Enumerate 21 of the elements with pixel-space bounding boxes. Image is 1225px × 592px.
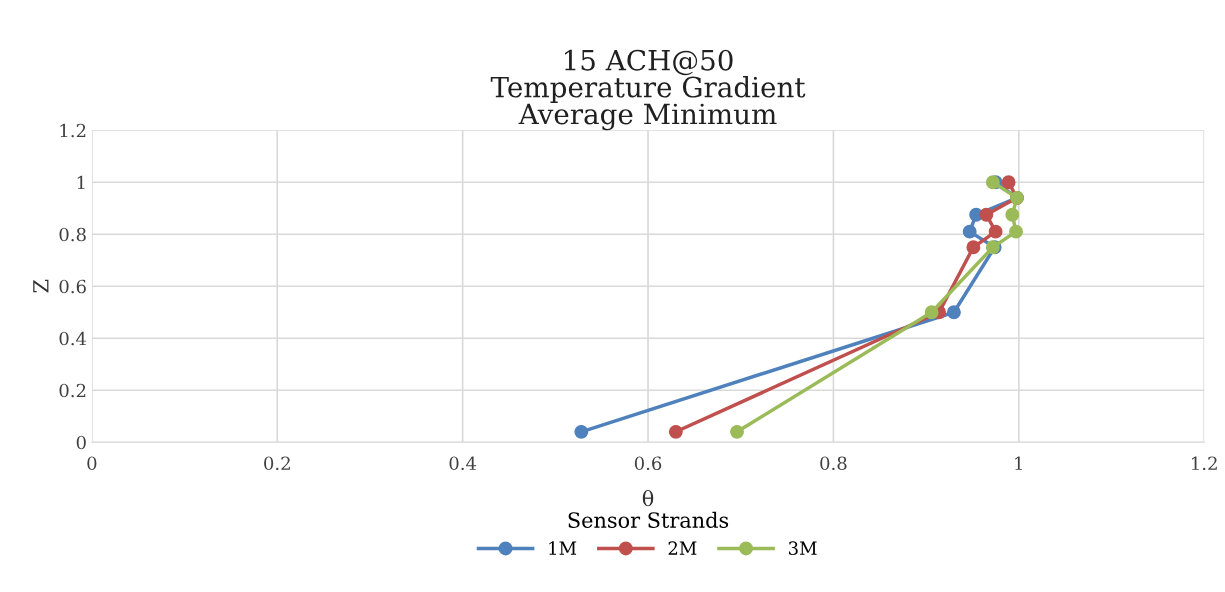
- x-tick-label: 0.6: [634, 456, 662, 471]
- legend-label: 3M: [788, 541, 817, 556]
- y-tick-label: 1.2: [60, 123, 86, 138]
- x-tick-label: 0.2: [264, 456, 290, 471]
- chart-title: 15 ACH@50 Temperature Gradient Average Minimum: [490, 49, 806, 131]
- x-tick-label: 0.4: [449, 456, 477, 471]
- x-tick-label: 1.2: [1192, 456, 1217, 471]
- y-tick-label: 0.8: [59, 227, 86, 242]
- y-tick-label: 0.2: [59, 383, 86, 398]
- y-tick-label: 1: [77, 175, 85, 190]
- legend-title: Sensor Strands: [568, 511, 729, 528]
- y-axis-title: Z: [33, 279, 49, 293]
- legend-label: 1M: [549, 541, 577, 555]
- x-tick-label: 0: [87, 456, 97, 471]
- x-axis-title: θ: [642, 490, 654, 507]
- y-tick-label: 0.6: [59, 279, 86, 294]
- y-tick-label: 0: [76, 435, 86, 450]
- legend-label: 2M: [668, 541, 697, 555]
- x-tick-label: 1: [1015, 456, 1022, 470]
- y-tick-label: 0.4: [59, 331, 87, 346]
- x-tick-label: 0.8: [820, 456, 847, 471]
